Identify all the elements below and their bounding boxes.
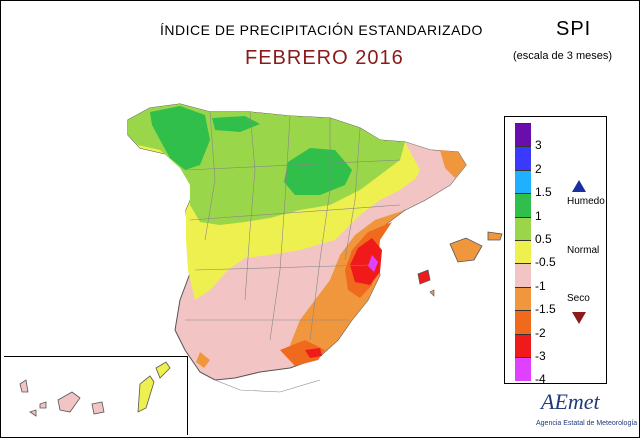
legend-tick-label: -3: [535, 349, 546, 363]
legend-tick-label: 1: [535, 208, 542, 223]
region-wet-cantabria: [212, 116, 260, 132]
legend-swatch: [515, 123, 531, 148]
dry-triangle-icon: [572, 312, 586, 324]
canary-la-palma: [19, 379, 29, 393]
wet-triangle-icon: [572, 180, 586, 192]
legend: 3 2 1.5 1 0.5 -0.5 -1 -1.5 -2 -3 -4 Humedo Normal …: [504, 116, 607, 387]
legend-swatch: [515, 333, 531, 358]
legend-normal-label: Normal: [567, 245, 600, 256]
index-label: SPI: [556, 18, 592, 40]
canary-hierro: [29, 409, 37, 417]
region-south-orange: [280, 340, 325, 366]
canary-fuerteventura: [137, 375, 155, 413]
legend-tick-label: -4: [535, 372, 546, 387]
legend-tick-label: -0.5: [535, 255, 556, 270]
logo-tagline: Agencia Estatal de Meteorología: [536, 420, 638, 427]
legend-tick-label: 1.5: [535, 185, 552, 200]
canary-tenerife: [57, 391, 81, 413]
legend-tick-label: -1.5: [535, 302, 556, 317]
legend-swatch: [515, 193, 531, 218]
legend-tick-label: 2: [535, 161, 542, 176]
balearic-formentera: [429, 289, 435, 297]
legend-swatch: [515, 263, 531, 288]
legend-swatch: [515, 216, 531, 241]
logo-name: AEmet: [541, 389, 600, 414]
aemet-logo: [528, 384, 638, 436]
canary-lanzarote: [155, 361, 171, 379]
legend-swatch: [515, 286, 531, 312]
canary-gran-canaria: [91, 401, 105, 415]
balearic-mallorca: [449, 237, 483, 263]
map-title: ÍNDICE DE PRECIPITACIÓN ESTANDARIZADO: [160, 22, 483, 38]
balearic-ibiza: [417, 269, 431, 285]
region-ne-orange: [440, 150, 466, 178]
legend-tick-label: -2: [535, 325, 546, 340]
legend-wet-label: Humedo: [567, 196, 605, 207]
region-wet-meseta: [284, 148, 352, 195]
region-east-violet: [368, 255, 378, 272]
canary-inset-frame: [4, 356, 188, 435]
legend-swatch: [515, 357, 531, 382]
balearic-menorca: [487, 231, 503, 241]
legend-swatch: [515, 240, 531, 265]
legend-tick-label: 0.5: [535, 232, 552, 246]
region-sw-orange: [196, 352, 210, 368]
africa-coast: [214, 379, 321, 393]
region-east-red: [350, 238, 382, 285]
region-wet-galicia: [150, 106, 210, 170]
legend-tick-label: -1: [535, 278, 546, 293]
province-boundaries: [185, 111, 401, 341]
legend-tick-label: 3: [535, 138, 542, 153]
canary-gomera: [39, 401, 47, 409]
map-subtitle: FEBRERO 2016: [245, 47, 404, 69]
canary-islands: [19, 361, 171, 417]
legend-swatch: [515, 310, 531, 335]
scale-note: (escala de 3 meses): [513, 50, 613, 62]
legend-swatch: [515, 146, 531, 171]
legend-dry-label: Seco: [567, 293, 590, 304]
legend-swatch: [515, 169, 531, 195]
region-south-red: [305, 348, 322, 358]
